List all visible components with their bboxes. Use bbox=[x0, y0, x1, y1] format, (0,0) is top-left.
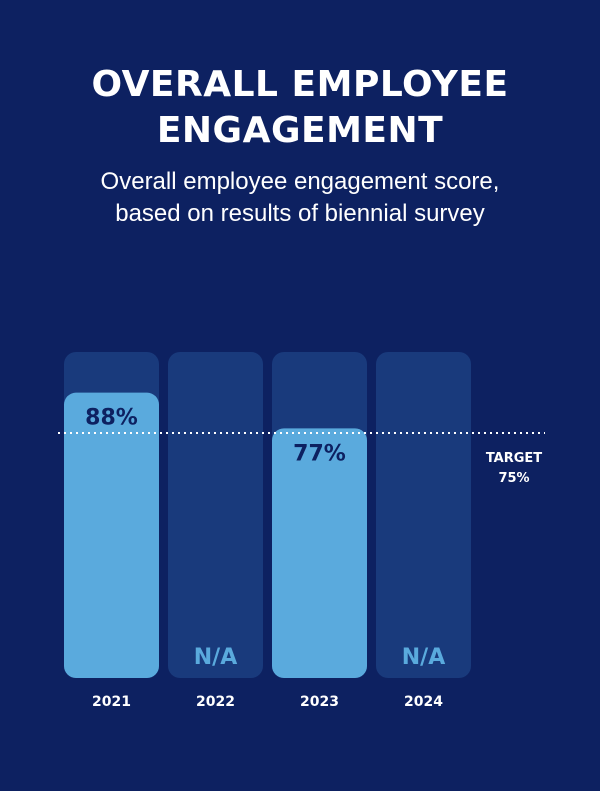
chart-subtitle: Overall employee engagement score, based… bbox=[0, 166, 600, 230]
bar-value-label-2023: 77% bbox=[293, 441, 346, 466]
bar-2023 bbox=[272, 428, 367, 678]
bar-na-label-2022: N/A bbox=[194, 645, 237, 670]
bar-2021 bbox=[64, 392, 159, 678]
bar-track-2024 bbox=[376, 352, 471, 678]
x-tick-label-2023: 2023 bbox=[300, 694, 339, 710]
bar-na-label-2024: N/A bbox=[402, 645, 445, 670]
target-label: TARGET bbox=[486, 451, 542, 466]
bar-track-2022 bbox=[168, 352, 263, 678]
chart-subtitle-line-2: based on results of biennial survey bbox=[115, 200, 485, 227]
target-value-label: 75% bbox=[498, 471, 529, 486]
chart-title-line-2: ENGAGEMENT bbox=[156, 110, 444, 151]
chart-title: OVERALL EMPLOYEE ENGAGEMENT bbox=[0, 62, 600, 154]
chart-title-line-1: OVERALL EMPLOYEE bbox=[91, 64, 509, 105]
x-tick-label-2024: 2024 bbox=[404, 694, 443, 710]
bar-value-label-2021: 88% bbox=[85, 406, 138, 431]
chart-subtitle-line-1: Overall employee engagement score, bbox=[100, 168, 500, 195]
x-tick-label-2022: 2022 bbox=[196, 694, 235, 710]
x-tick-label-2021: 2021 bbox=[92, 694, 131, 710]
